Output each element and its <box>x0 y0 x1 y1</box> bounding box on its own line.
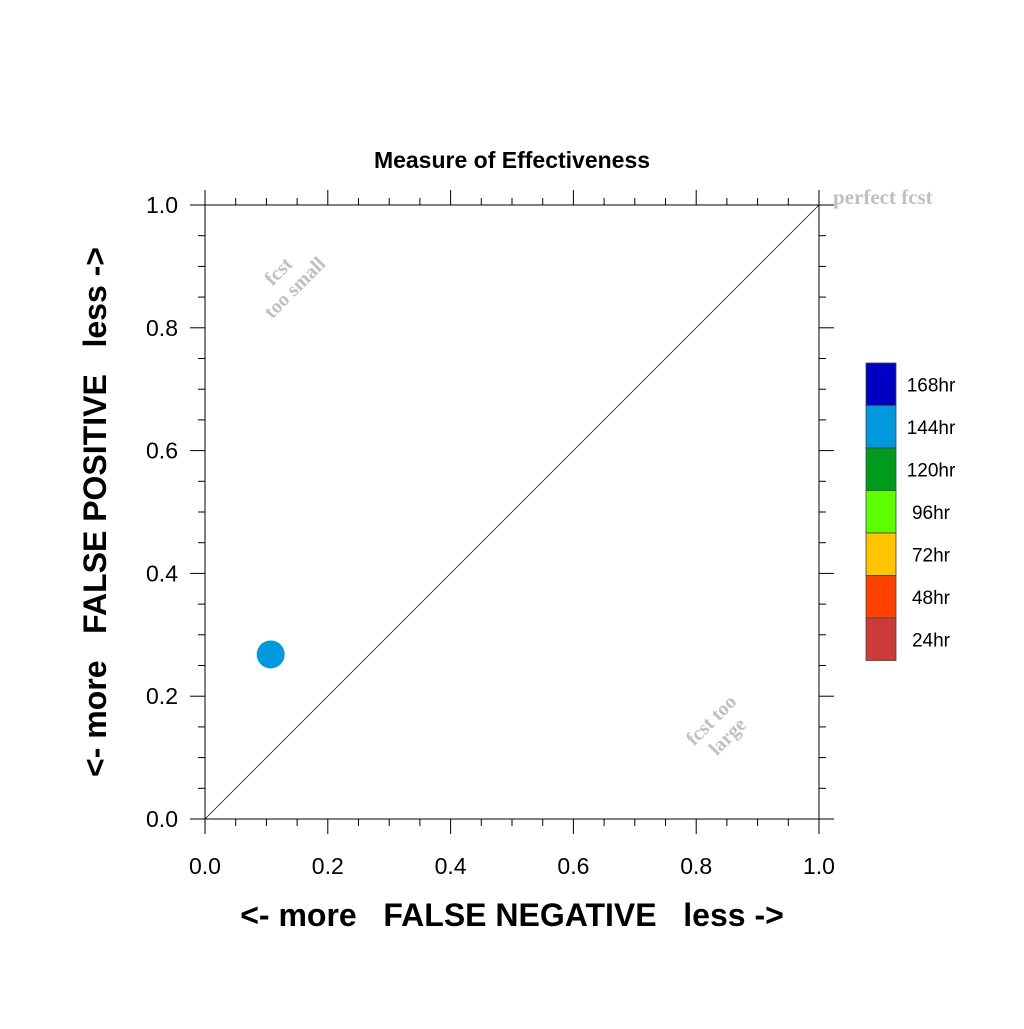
x-tick-label: 0.8 <box>680 853 712 879</box>
legend-swatch <box>865 617 897 661</box>
x-tick-label: 0.4 <box>435 853 467 879</box>
legend-swatch <box>865 447 897 491</box>
data-point <box>256 640 285 669</box>
diagonal-line <box>204 204 820 820</box>
y-tick-label: 0.8 <box>146 315 178 341</box>
legend-swatch <box>865 575 897 619</box>
annotation-perfect-fcst: perfect fcst <box>833 185 933 209</box>
y-tick-label: 0.2 <box>146 683 178 709</box>
legend-label: 72hr <box>912 545 951 566</box>
legend-label: 144hr <box>907 418 956 439</box>
chart-title: Measure of Effectiveness <box>374 147 650 173</box>
legend-label: 48hr <box>912 588 951 609</box>
axes-layer: 0.0 0.2 0.4 0.6 0.8 1.0 0.0 0.2 0.4 0.6 0.8 1.0 <box>146 190 835 879</box>
legend-swatch <box>865 362 897 406</box>
x-tick-label: 0.6 <box>557 853 589 879</box>
x-tick-label: 0.2 <box>312 853 344 879</box>
y-tick-label: 0.4 <box>146 560 178 586</box>
legend-label: 24hr <box>912 630 951 651</box>
y-tick-label: 0.6 <box>146 438 178 464</box>
annotation-layer: perfect fcst fcst too small fcst too lar… <box>260 185 933 760</box>
legend-label: 96hr <box>912 503 951 524</box>
y-tick-label: 1.0 <box>146 192 178 218</box>
legend-label: 168hr <box>907 375 956 396</box>
y-tick-label: 0.0 <box>146 806 178 832</box>
x-tick-label: 1.0 <box>803 853 835 879</box>
x-tick-label: 0.0 <box>189 853 221 879</box>
x-axis-label: <- more FALSE NEGATIVE less -> <box>240 897 784 933</box>
y-axis-label: <- more FALSE POSITIVE less -> <box>77 247 113 777</box>
legend-swatch <box>865 532 897 576</box>
legend-swatch <box>865 490 897 534</box>
points-layer <box>256 640 285 669</box>
legend-swatch <box>865 405 897 449</box>
legend-label: 120hr <box>907 460 956 481</box>
legend: 168hr 144hr 120hr 96hr 72hr 48hr 24hr <box>865 362 956 661</box>
